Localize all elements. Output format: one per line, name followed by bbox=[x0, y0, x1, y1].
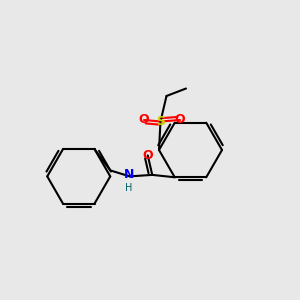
Text: N: N bbox=[124, 168, 134, 182]
Text: S: S bbox=[156, 115, 165, 128]
Text: O: O bbox=[175, 113, 185, 127]
Text: O: O bbox=[139, 113, 149, 127]
Text: H: H bbox=[125, 183, 133, 193]
Text: O: O bbox=[142, 149, 153, 162]
